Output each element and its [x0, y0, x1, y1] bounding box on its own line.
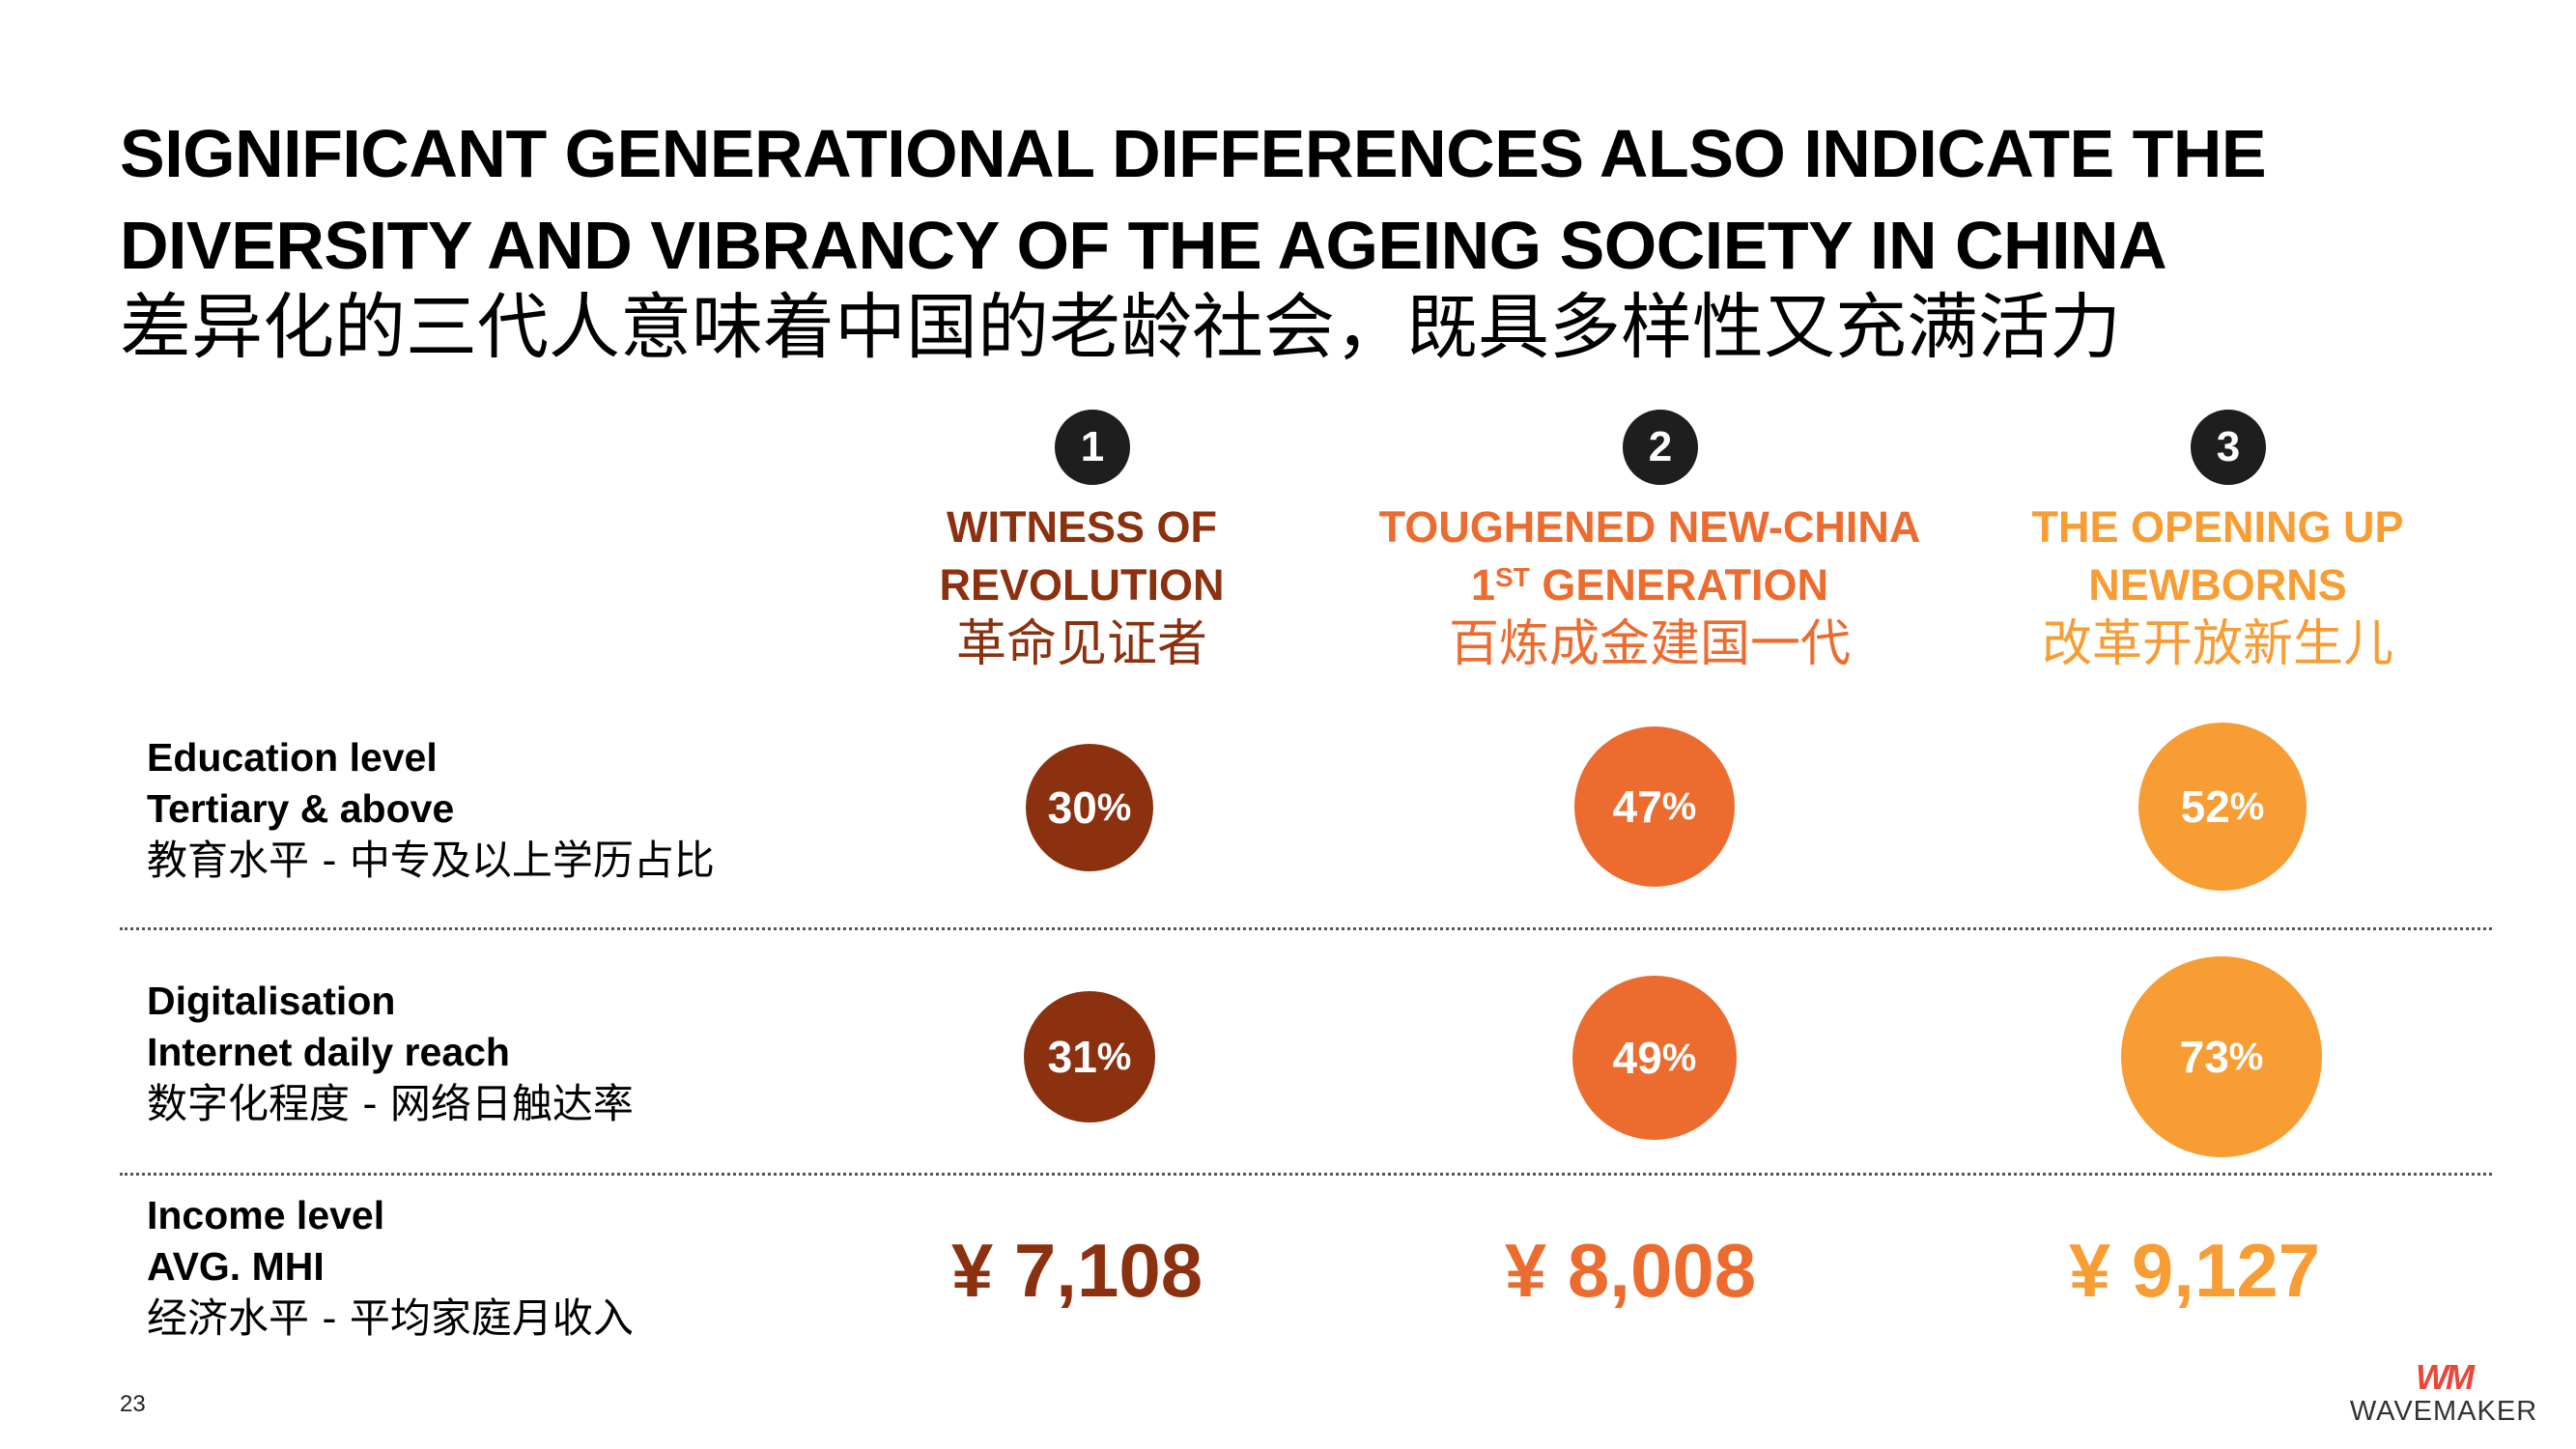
generation-1-header: WITNESS OF REVOLUTION 革命见证者 — [773, 498, 1391, 674]
digital-gen3-value: 73 — [2179, 1032, 2229, 1082]
ordinal-number: 1 — [1471, 560, 1496, 610]
digital-gen3-bubble: 73% — [2121, 956, 2322, 1157]
percent-sign: % — [2228, 1035, 2264, 1078]
education-gen2-value: 47 — [1612, 781, 1662, 832]
generation-1-title-line2: REVOLUTION — [939, 560, 1225, 610]
generation-3-title-cn: 改革开放新生儿 — [2041, 615, 2393, 673]
percent-sign: % — [1661, 1036, 1697, 1079]
page-number: 23 — [120, 1391, 146, 1417]
percent-sign: % — [1096, 1035, 1132, 1078]
generation-3-number: 3 — [2191, 410, 2266, 485]
education-gen2-bubble: 47% — [1574, 726, 1735, 887]
percent-sign: % — [2229, 784, 2265, 828]
generation-1-title-line1: WITNESS OF — [947, 502, 1217, 552]
row-divider — [120, 927, 2492, 930]
row-divider — [120, 1173, 2492, 1176]
digital-row-label: Digitalisation Internet daily reach 数字化程… — [147, 976, 881, 1129]
income-gen3-value: ¥ 9,127 — [2068, 1228, 2321, 1313]
digital-label-2: Internet daily reach — [147, 1030, 510, 1074]
ordinal-suffix: ST — [1495, 562, 1530, 592]
generation-2-title-line2: 1ST GENERATION — [1341, 556, 1959, 614]
generation-1-title-cn: 革命见证者 — [955, 615, 1207, 673]
income-gen2-value: ¥ 8,008 — [1504, 1228, 1757, 1313]
income-row-label: Income level AVG. MHI 经济水平 - 平均家庭月收入 — [147, 1190, 881, 1344]
generation-3-title-line1: THE OPENING UP — [2031, 502, 2404, 552]
generation-2-header: TOUGHENED NEW-CHINA 1ST GENERATION 百炼成金建… — [1341, 498, 1959, 674]
education-label-cn: 教育水平 - 中专及以上学历占比 — [147, 837, 715, 884]
generation-2-title-line1: TOUGHENED NEW-CHINA — [1378, 502, 1921, 552]
digital-gen1-value: 31 — [1047, 1032, 1097, 1082]
digital-gen1-bubble: 31% — [1024, 991, 1155, 1122]
generation-2-title-cn: 百炼成金建国一代 — [1448, 615, 1851, 673]
digital-gen2-bubble: 49% — [1572, 976, 1737, 1140]
logo-wordmark: WAVEMAKER — [2349, 1396, 2538, 1427]
education-gen3-bubble: 52% — [2138, 723, 2307, 891]
logo-mark: WM — [2416, 1357, 2475, 1397]
slide-title-chinese: 差异化的三代人意味着中国的老龄社会，既具多样性又充满活力 — [120, 286, 2121, 369]
education-gen1-value: 30 — [1047, 782, 1097, 833]
education-gen1-bubble: 30% — [1026, 744, 1153, 871]
income-label-2: AVG. MHI — [147, 1244, 325, 1289]
income-label-1: Income level — [147, 1193, 385, 1237]
wavemaker-logo: WM WAVEMAKER — [2347, 1360, 2540, 1428]
education-gen3-value: 52 — [2180, 781, 2230, 832]
digital-label-1: Digitalisation — [147, 979, 396, 1023]
income-label-cn: 经济水平 - 平均家庭月收入 — [147, 1294, 634, 1342]
education-label-2: Tertiary & above — [147, 786, 455, 831]
generation-2-number: 2 — [1623, 410, 1698, 485]
income-gen1-value: ¥ 7,108 — [950, 1228, 1203, 1313]
title-line-1: SIGNIFICANT GENERATIONAL DIFFERENCES ALS… — [120, 116, 2267, 191]
percent-sign: % — [1096, 785, 1132, 829]
generation-1-number: 1 — [1055, 410, 1130, 485]
digital-label-cn: 数字化程度 - 网络日触达率 — [147, 1080, 634, 1127]
percent-sign: % — [1661, 784, 1697, 828]
generation-word: GENERATION — [1529, 560, 1828, 610]
education-row-label: Education level Tertiary & above 教育水平 - … — [147, 732, 881, 886]
education-label-1: Education level — [147, 735, 438, 780]
generation-3-header: THE OPENING UP NEWBORNS 改革开放新生儿 — [1909, 498, 2527, 674]
slide-title: SIGNIFICANT GENERATIONAL DIFFERENCES ALS… — [120, 108, 2438, 292]
generation-3-title-line2: NEWBORNS — [2088, 560, 2347, 610]
title-line-2: DIVERSITY AND VIBRANCY OF THE AGEING SOC… — [120, 208, 2167, 283]
digital-gen2-value: 49 — [1612, 1033, 1662, 1083]
